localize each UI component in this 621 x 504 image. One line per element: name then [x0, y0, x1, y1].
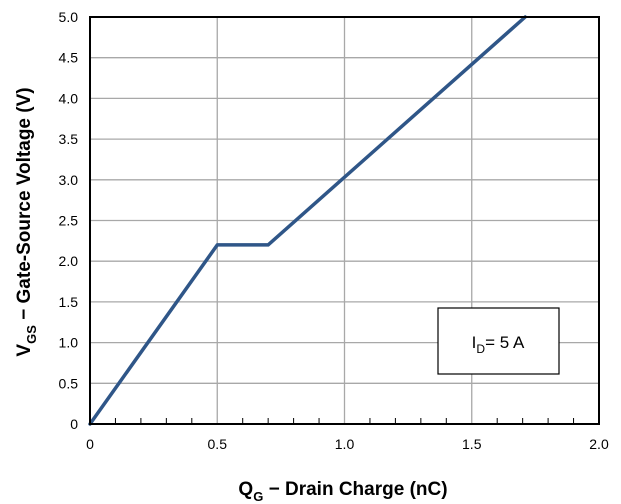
x-tick-label: 1.0	[335, 436, 355, 452]
y-tick-label: 2.5	[59, 213, 79, 229]
y-tick-labels: 0 0.5 1.0 1.5 2.0 2.5 3.0 3.5 4.0 4.5 5.0	[59, 9, 79, 432]
x-axis-title-main: Q	[238, 479, 253, 500]
x-tick-label: 0	[86, 436, 94, 452]
y-tick-label: 5.0	[59, 9, 79, 25]
y-axis-title-main: V	[14, 344, 35, 357]
y-tick-label: 1.5	[59, 294, 79, 310]
annotation-sub: D	[476, 342, 485, 356]
y-tick-label: 4.0	[59, 90, 79, 106]
x-tick-label: 2.0	[589, 436, 609, 452]
annotation-box: ID= 5 A	[437, 307, 560, 375]
y-tick-label: 1.0	[59, 335, 79, 351]
x-tick-label: 1.5	[462, 436, 482, 452]
series-line	[88, 15, 527, 426]
y-axis-title: VGS − Gate-Source Voltage (V)	[14, 87, 39, 356]
x-axis-title-sub: G	[253, 489, 263, 504]
x-tick-label: 0.5	[208, 436, 228, 452]
annotation-frame	[437, 307, 560, 375]
y-axis-title-sub: GS	[24, 325, 39, 344]
y-tick-label: 3.5	[59, 131, 79, 147]
plot-frame	[89, 16, 600, 425]
annotation-main: I	[472, 333, 477, 352]
series-group	[88, 15, 527, 426]
y-axis-title-rest: − Gate-Source Voltage (V)	[14, 87, 35, 325]
y-tick-label: 3.0	[59, 172, 79, 188]
x-tick-labels: 0 0.5 1.0 1.5 2.0	[86, 436, 609, 452]
y-tick-label: 0	[70, 416, 78, 432]
x-axis-title-rest: − Drain Charge (nC)	[263, 479, 447, 500]
y-tick-label: 4.5	[59, 50, 79, 66]
y-tick-label: 0.5	[59, 375, 79, 391]
annotation-text: ID= 5 A	[472, 333, 525, 356]
annotation-rest: = 5 A	[485, 333, 525, 352]
x-axis-title: QG − Drain Charge (nC)	[238, 479, 447, 504]
y-tick-label: 2.0	[59, 253, 79, 269]
